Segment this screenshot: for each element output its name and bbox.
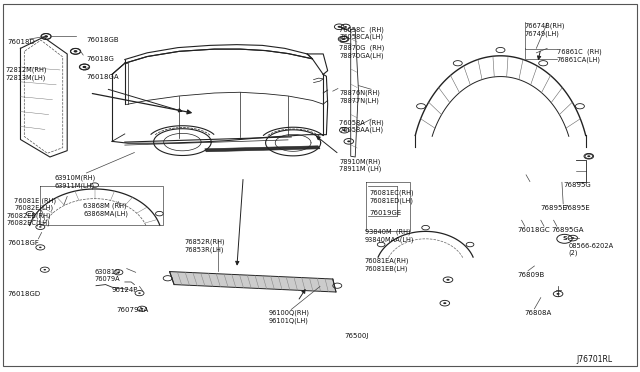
Text: 63910M(RH)
63911M(LH): 63910M(RH) 63911M(LH) xyxy=(54,175,95,189)
Circle shape xyxy=(343,38,346,40)
Text: 76895G: 76895G xyxy=(563,182,591,188)
Text: 96124P: 96124P xyxy=(112,287,138,293)
Circle shape xyxy=(117,272,120,273)
Text: 76895GA: 76895GA xyxy=(552,227,584,233)
Polygon shape xyxy=(170,272,336,292)
Polygon shape xyxy=(205,146,320,152)
Text: 76674B(RH)
76749(LH): 76674B(RH) 76749(LH) xyxy=(525,22,565,36)
Text: 76809B: 76809B xyxy=(517,272,545,278)
Text: 76079AA: 76079AA xyxy=(116,307,148,313)
Text: S: S xyxy=(562,236,567,241)
Circle shape xyxy=(83,66,86,68)
Circle shape xyxy=(342,38,345,40)
Text: 76018GD: 76018GD xyxy=(8,291,41,297)
Text: 08566-6202A
(2): 08566-6202A (2) xyxy=(568,243,614,256)
Text: 93840M  (RH)
93840MAA(LH): 93840M (RH) 93840MAA(LH) xyxy=(365,229,414,243)
Circle shape xyxy=(44,269,46,270)
Text: 63868M (RH)
63868MA(LH): 63868M (RH) 63868MA(LH) xyxy=(83,203,128,217)
Text: J76701RL: J76701RL xyxy=(576,355,612,364)
Text: 76082EB(RH)
76082EC(LH): 76082EB(RH) 76082EC(LH) xyxy=(6,212,51,226)
Text: 76019GE: 76019GE xyxy=(369,210,401,216)
Text: 76895E: 76895E xyxy=(541,205,568,211)
Circle shape xyxy=(571,237,575,239)
Text: 96100Q(RH)
96101Q(LH): 96100Q(RH) 96101Q(LH) xyxy=(269,310,310,324)
Text: 76081EC(RH)
76081ED(LH): 76081EC(RH) 76081ED(LH) xyxy=(369,190,414,204)
Text: 76081EA(RH)
76081EB(LH): 76081EA(RH) 76081EB(LH) xyxy=(365,257,410,272)
Text: 76861C  (RH)
76861CA(LH): 76861C (RH) 76861CA(LH) xyxy=(557,48,602,62)
Text: 76018G: 76018G xyxy=(86,56,115,62)
Circle shape xyxy=(447,279,450,280)
Circle shape xyxy=(39,247,42,248)
Text: 78910M(RH)
78911M (LH): 78910M(RH) 78911M (LH) xyxy=(339,158,381,172)
Circle shape xyxy=(44,35,48,38)
Circle shape xyxy=(39,226,42,228)
Text: 76500J: 76500J xyxy=(344,333,369,339)
Circle shape xyxy=(344,26,347,28)
Circle shape xyxy=(44,35,47,38)
Text: 76058A  (RH)
76058AA(LH): 76058A (RH) 76058AA(LH) xyxy=(339,119,384,133)
Circle shape xyxy=(83,66,86,68)
Circle shape xyxy=(338,26,341,28)
Circle shape xyxy=(588,155,591,157)
Circle shape xyxy=(74,50,77,52)
Text: 76018D: 76018D xyxy=(8,39,35,45)
Text: 63081D
76079A: 63081D 76079A xyxy=(95,269,121,282)
Text: 76058C  (RH)
76058CA(LH): 76058C (RH) 76058CA(LH) xyxy=(339,26,384,40)
Text: 72812M(RH)
72813M(LH): 72812M(RH) 72813M(LH) xyxy=(5,67,47,81)
Circle shape xyxy=(343,129,346,131)
Circle shape xyxy=(74,50,77,52)
Circle shape xyxy=(443,302,447,304)
Text: 78870G  (RH)
78870GA(LH): 78870G (RH) 78870GA(LH) xyxy=(339,45,385,59)
Text: 76018GC: 76018GC xyxy=(517,227,550,233)
Text: 76895E: 76895E xyxy=(563,205,590,211)
Text: 76808A: 76808A xyxy=(525,310,552,315)
Circle shape xyxy=(557,293,560,295)
Text: 76852R(RH)
76853R(LH): 76852R(RH) 76853R(LH) xyxy=(184,239,225,253)
Text: 76018GF: 76018GF xyxy=(8,240,40,246)
Circle shape xyxy=(347,140,351,142)
Text: 76018GA: 76018GA xyxy=(86,74,119,80)
Text: 76081E (RH)
76082E(LH): 76081E (RH) 76082E(LH) xyxy=(14,197,56,211)
Circle shape xyxy=(141,308,143,310)
Text: 78876N(RH)
78877N(LH): 78876N(RH) 78877N(LH) xyxy=(339,89,380,103)
Circle shape xyxy=(138,292,141,294)
Text: 76018GB: 76018GB xyxy=(86,37,119,43)
